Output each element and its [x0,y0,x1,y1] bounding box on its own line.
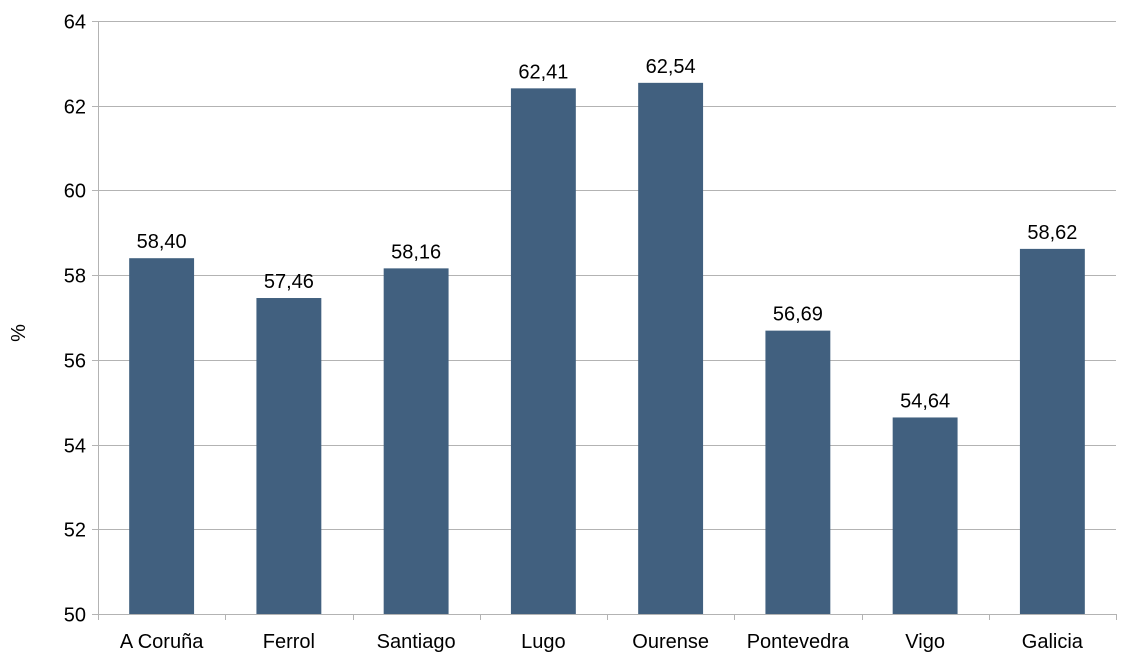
data-label: 54,64 [900,390,950,412]
y-tick-label: 64 [64,12,86,34]
bars [129,82,1085,615]
bar-7 [1019,248,1085,615]
x-tick-label: Pontevedra [747,631,850,653]
bar-3 [510,88,576,615]
labels: 50 52 54 56 58 60 62 64 58,40 A Coruña 57,46 Ferrol… [64,12,1084,654]
data-label: 58,16 [391,241,441,263]
bar-6 [892,417,958,614]
y-tick-label: 62 [64,97,86,119]
bar-2 [383,268,449,614]
x-tick-label: A Coruña [120,631,204,653]
data-label: 62,41 [518,61,568,83]
y-tick-label: 58 [64,266,86,288]
gridlines [92,21,1116,615]
data-label: 62,54 [646,56,696,78]
x-tick-label: Vigo [905,631,945,653]
y-tick-label: 56 [64,351,86,373]
data-label: 56,69 [773,304,823,326]
x-tick-label: Santiago [377,631,456,653]
y-axis-label: % [8,324,30,342]
x-tick-label: Ourense [632,631,709,653]
y-tick-label: 54 [64,436,86,458]
data-label: 58,62 [1027,222,1077,244]
axes [98,21,1117,620]
y-tick-label: 50 [64,605,86,627]
bar-5 [765,330,831,614]
bar-0 [129,258,195,614]
y-tick-label: 52 [64,520,86,542]
data-label: 57,46 [264,271,314,293]
x-tick-label: Galicia [1022,631,1084,653]
y-tick-label: 60 [64,181,86,203]
bar-1 [256,298,322,614]
data-label: 58,40 [137,231,187,253]
x-tick-label: Lugo [521,631,566,653]
bar-4 [638,82,704,614]
x-tick-label: Ferrol [263,631,315,653]
